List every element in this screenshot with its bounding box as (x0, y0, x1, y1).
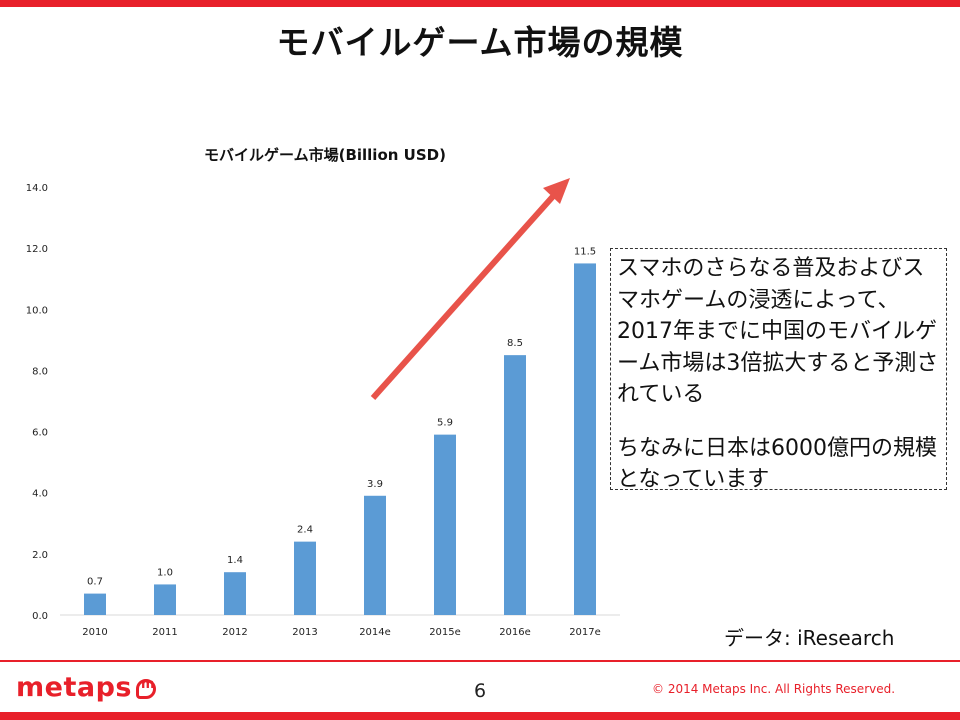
annotation-paragraph-2: ちなみに日本は6000億円の規模となっています (617, 435, 937, 493)
x-tick-label: 2013 (292, 627, 317, 638)
bar (84, 593, 106, 615)
bar (434, 434, 456, 615)
data-label: 11.5 (574, 246, 596, 257)
bar (504, 355, 526, 615)
footer-rule (0, 660, 960, 662)
x-tick-label: 2016e (499, 627, 531, 638)
trend-arrow-head-icon (543, 178, 570, 204)
x-tick-label: 2015e (429, 627, 461, 638)
x-tick-label: 2017e (569, 627, 601, 638)
bar (224, 572, 246, 615)
data-label: 1.4 (227, 555, 243, 566)
data-label: 3.9 (367, 479, 383, 490)
bar (574, 263, 596, 615)
top-accent-bar (0, 0, 960, 7)
data-label: 1.0 (157, 567, 173, 578)
data-label: 8.5 (507, 338, 523, 349)
annotation-box: スマホのさらなる普及およびスマホゲームの浸透によって、2017年までに中国のモバ… (610, 248, 947, 492)
metaps-logo: metaps (16, 672, 156, 703)
x-tick-label: 2010 (82, 627, 107, 638)
annotation-paragraph-1: スマホのさらなる普及およびスマホゲームの浸透によって、2017年までに中国のモバ… (617, 256, 939, 407)
trend-arrow-shaft (370, 191, 559, 400)
y-tick-label: 2.0 (32, 550, 48, 561)
bar-chart: モバイルゲーム市場(Billion USD) 0.0 2.0 4.0 6.0 8.0 10.… (26, 146, 620, 638)
data-label: 2.4 (297, 525, 313, 536)
copyright-notice: © 2014 Metaps Inc. All Rights Reserved. (652, 682, 896, 696)
y-tick-label: 12.0 (26, 244, 48, 255)
data-source: データ: iResearch (724, 626, 895, 650)
logo-mark-icon (135, 677, 156, 699)
x-tick-label: 2014e (359, 627, 391, 638)
bar (364, 495, 386, 615)
y-tick-label: 6.0 (32, 428, 48, 439)
x-tick-label: 2011 (152, 627, 177, 638)
y-tick-label: 14.0 (26, 183, 48, 194)
bar (154, 584, 176, 615)
slide-title: モバイルゲーム市場の規模 (276, 23, 684, 62)
y-tick-label: 8.0 (32, 366, 48, 377)
y-tick-label: 10.0 (26, 305, 48, 316)
data-label: 5.9 (437, 418, 453, 429)
page-number: 6 (473, 680, 487, 702)
y-tick-label: 4.0 (32, 489, 48, 500)
bottom-accent-bar (0, 712, 960, 720)
data-label: 0.7 (87, 577, 103, 588)
y-tick-label: 0.0 (32, 611, 48, 622)
chart-title: モバイルゲーム市場(Billion USD) (204, 146, 446, 164)
logo-text: metaps (16, 672, 132, 703)
x-tick-label: 2012 (222, 627, 247, 638)
bar (294, 541, 316, 615)
